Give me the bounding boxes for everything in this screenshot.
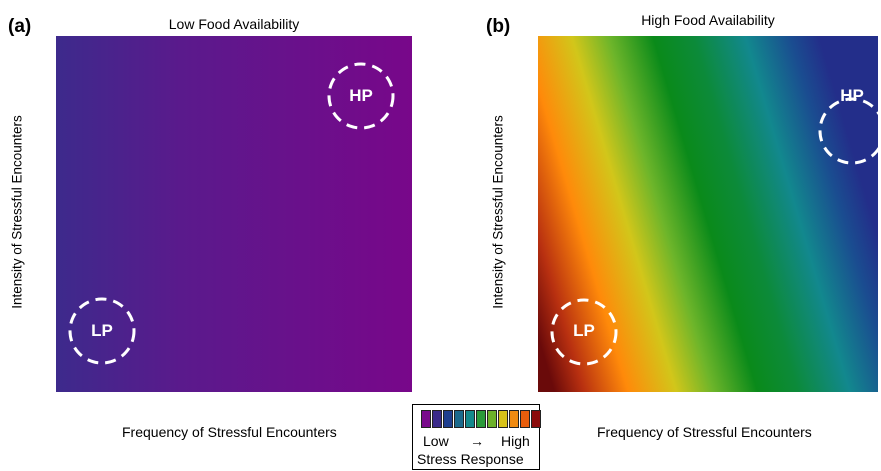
legend-swatch <box>454 410 464 428</box>
legend-swatch <box>531 410 541 428</box>
panel-b-lp-label: LP <box>573 321 595 340</box>
panel-b-ylabel: Intensity of Stressful Encounters <box>490 115 506 309</box>
panel-a-xlabel: Frequency of Stressful Encounters <box>122 424 337 440</box>
panel-b-hp-label: HP <box>840 86 864 105</box>
panel-a-title: Low Food Availability <box>168 16 300 32</box>
panel-b-lp-circle <box>550 298 618 366</box>
legend-swatch <box>465 410 475 428</box>
panel-b-hp-circle <box>818 97 878 165</box>
legend-arrow-icon: → <box>470 433 484 449</box>
legend-swatch <box>509 410 519 428</box>
panel-a-heatmap <box>56 36 412 392</box>
legend-swatch <box>487 410 497 428</box>
panel-a-lp-label: LP <box>91 321 113 340</box>
legend-swatch <box>498 410 508 428</box>
legend-swatch <box>443 410 453 428</box>
panel-b-heatmap <box>538 36 878 392</box>
legend-swatch <box>520 410 530 428</box>
legend-swatch <box>476 410 486 428</box>
stress-response-legend: Low → High Stress Response <box>412 404 542 470</box>
legend-low-label: Low <box>423 433 449 449</box>
panel-a-letter: (a) <box>8 16 32 37</box>
panel-a-plot <box>56 36 412 392</box>
panel-b-title: High Food Availability <box>641 12 775 28</box>
panel-b-letter: (b) <box>486 16 511 37</box>
legend-title: Stress Response <box>417 451 524 467</box>
legend-high-label: High <box>501 433 530 449</box>
panel-a-lp-circle <box>68 297 136 365</box>
panel-b-plot <box>538 36 878 392</box>
panel-b-xlabel: Frequency of Stressful Encounters <box>597 424 812 440</box>
panel-a-hp-label: HP <box>349 86 373 105</box>
legend-swatches <box>421 410 542 428</box>
panel-a-hp-circle <box>327 62 395 130</box>
legend-swatch <box>421 410 431 428</box>
legend-swatch <box>432 410 442 428</box>
panel-a-ylabel: Intensity of Stressful Encounters <box>9 115 25 309</box>
